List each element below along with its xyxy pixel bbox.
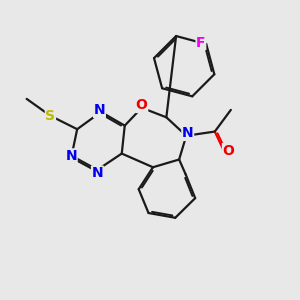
Text: N: N (65, 149, 77, 163)
Text: N: N (92, 166, 103, 180)
Text: O: O (136, 98, 148, 112)
Text: S: S (45, 109, 56, 123)
Text: N: N (182, 126, 194, 140)
Text: O: O (223, 144, 234, 158)
Text: N: N (94, 103, 105, 118)
Text: F: F (196, 36, 206, 50)
